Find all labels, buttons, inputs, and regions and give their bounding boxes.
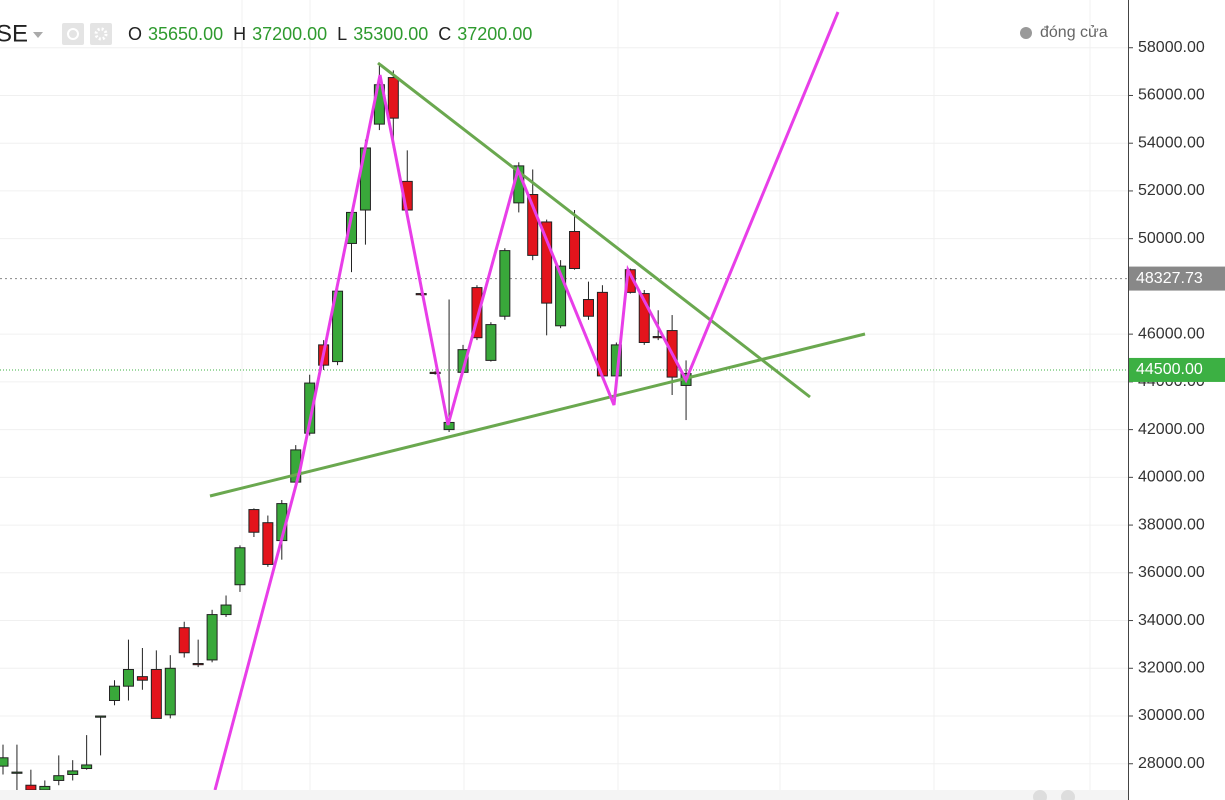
y-axis: 28000.00 30000.00 32000.00 34000.00 36000.00… [1128,39,1225,772]
ohlc-key: O [128,24,142,44]
candle-body [25,784,37,791]
y-tick-label: 58000.00 [1138,39,1205,56]
axis-bg [1128,0,1225,800]
ohlc-key: L [337,24,347,44]
candle-body [0,757,9,767]
candle-body [582,299,594,317]
y-tick-label: 54000.00 [1138,134,1205,151]
candle-body [596,291,608,377]
legend-dot [1020,27,1032,39]
ohlc-value: 37200.00 [252,24,327,44]
y-tick-label: 28000.00 [1138,755,1205,772]
candle-body [192,663,204,666]
drawings [209,11,866,791]
candle-body [569,231,581,270]
candles [0,64,692,791]
trend-line [377,61,811,399]
grid [0,0,1128,790]
y-tick-label: 46000.00 [1138,325,1205,342]
candle-body [262,522,274,565]
eye-button[interactable] [62,23,84,45]
candle-body [122,668,134,687]
candle-body [638,293,650,343]
candle-body [53,775,65,781]
crosshair-price-box [1129,357,1225,382]
candle-body [11,771,23,774]
candle-body [136,676,148,681]
ohlc-value: 35650.00 [148,24,223,44]
icon[interactable] [1061,790,1075,800]
candle-body [387,77,399,119]
y-tick-label: 42000.00 [1138,421,1205,438]
candle-body [429,371,441,375]
candle-body [485,324,497,361]
candle-body [220,604,232,616]
candle-body [178,627,190,654]
candle-body [499,250,511,317]
icon[interactable] [1033,790,1047,800]
y-tick-label: 30000.00 [1138,707,1205,724]
y-tick-label: 50000.00 [1138,230,1205,247]
ohlc-value: 35300.00 [353,24,428,44]
candle-body [541,221,553,304]
candle-body [304,382,316,434]
gear-icon [94,27,108,41]
symbol: SE [0,20,28,47]
ohlc-value: 37200.00 [457,24,532,44]
last-price-box [1129,266,1225,291]
candle-body [471,287,483,339]
y-tick-label: 52000.00 [1138,182,1205,199]
candle-body [234,547,246,586]
y-tick-label: 32000.00 [1138,659,1205,676]
candle-body [39,785,51,791]
ohlc-key: C [438,24,451,44]
candle-body [555,265,567,327]
candle-body [109,685,121,701]
candle-body [527,194,539,256]
crosshair-price-label: 44500.00 [1136,361,1203,378]
candle-body [164,667,176,716]
y-tick-label: 36000.00 [1138,564,1205,581]
last-price-label: 48327.73 [1136,270,1203,287]
candle-body [150,668,162,719]
eye-icon [67,28,79,40]
settings-button[interactable] [90,23,112,45]
y-tick-label: 40000.00 [1138,469,1205,486]
wave-line [213,11,840,791]
y-tick-label: 38000.00 [1138,516,1205,533]
y-tick-label: 56000.00 [1138,87,1205,104]
dropdown[interactable] [33,32,43,38]
candle-body [95,715,107,718]
candle-body [248,509,260,533]
y-tick-label: 34000.00 [1138,612,1205,629]
legend-name: đóng cửa [1040,24,1108,41]
candle-body [206,614,218,661]
trend-line [209,332,866,498]
candle-body [81,764,93,770]
time-axis-strip [0,790,1128,800]
candle-body [67,770,79,775]
ohlc-key: H [233,24,246,44]
ohlc-legend: O 35650.00 H 37200.00 L 35300.00 C 37200.00 [128,24,532,44]
